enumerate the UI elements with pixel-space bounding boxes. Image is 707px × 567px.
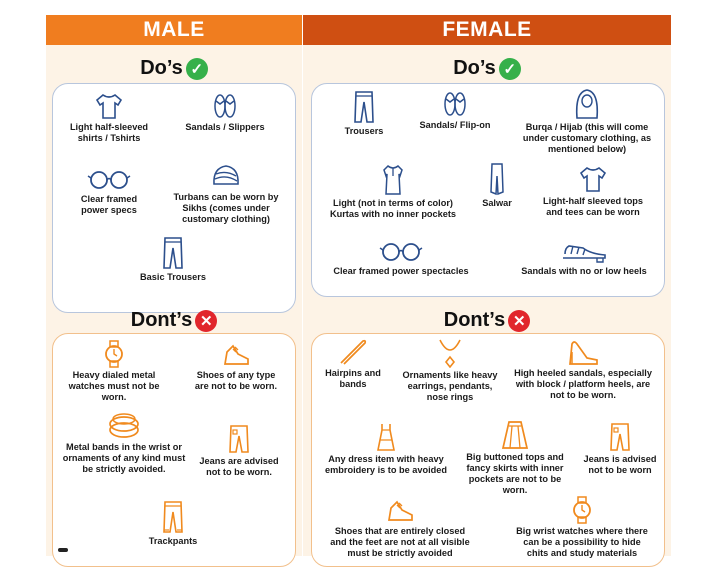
female-do-label: Clear framed power spectacles [333, 266, 469, 276]
male-do-item: Sandals / Slippers [183, 92, 267, 133]
female-column: FEMALE Do’s ✓ Trousers Sandals/ Flip-on … [303, 15, 671, 567]
male-dont-item: Shoes of any type are not to be worn. [191, 340, 281, 392]
female-dont-label: Ornaments like heavy earrings, pendants,… [402, 370, 498, 402]
trackpants-icon [163, 501, 183, 533]
kurta-icon [383, 164, 403, 195]
footer-mark [58, 548, 68, 552]
female-dont-label: Hairpins and bands [325, 368, 381, 389]
male-dont-label: Shoes of any type are not to be worn. [194, 370, 278, 391]
male-dont-label: Metal bands in the wrist or ornaments of… [62, 442, 186, 474]
jeans-icon [229, 425, 249, 453]
female-do-item: Trousers [332, 90, 396, 137]
female-dont-item: High heeled sandals, especially with blo… [512, 338, 654, 401]
male-do-item: Light half-sleeved shirts / Tshirts [67, 92, 151, 144]
hijab-icon [575, 89, 599, 119]
male-header: MALE [46, 15, 302, 45]
male-dont-item: Trackpants [135, 500, 211, 547]
trousers-icon [163, 237, 183, 269]
female-do-item: Sandals with no or low heels [516, 236, 652, 277]
female-donts-panel: Hairpins and bands Ornaments like heavy … [311, 333, 665, 567]
female-dos-heading: Do’s ✓ [303, 57, 671, 80]
male-do-label: Sandals / Slippers [185, 122, 265, 132]
sandals-icon [214, 94, 236, 118]
female-do-item: Sandals/ Flip-on [410, 90, 500, 131]
female-dont-label: Any dress item with heavy embroidery is … [324, 454, 448, 475]
female-do-label: Sandals/ Flip-on [419, 120, 491, 130]
male-dont-label: Jeans are advised not to be worn. [199, 456, 279, 477]
sandals-icon [444, 92, 466, 116]
cross-icon: ✕ [195, 309, 218, 332]
female-dos-title: Do’s [453, 57, 496, 79]
male-dont-item: Metal bands in the wrist or ornaments of… [61, 412, 187, 475]
metal-watch-icon [105, 340, 123, 368]
male-column: MALE Do’s ✓ Light half-sleeved shirts / … [46, 15, 302, 567]
male-do-item: Basic Trousers [123, 236, 223, 283]
male-do-label: Basic Trousers [140, 272, 206, 282]
female-dont-item: Any dress item with heavy embroidery is … [318, 422, 454, 476]
female-do-item: Clear framed power spectacles [326, 240, 476, 277]
male-do-item: Turbans can be worn by Sikhs (comes unde… [173, 162, 279, 225]
female-do-label: Sandals with no or low heels [521, 266, 647, 276]
dress-icon [377, 424, 395, 451]
male-do-label: Clear framed power specs [80, 194, 138, 215]
low-heel-sandals-icon [563, 245, 606, 263]
shoe-icon [387, 500, 413, 521]
male-donts-heading: Dont’s ✕ [46, 309, 302, 332]
turban-icon [213, 165, 239, 185]
male-do-label: Turbans can be worn by Sikhs (comes unde… [173, 192, 279, 224]
female-do-label: Trousers [344, 126, 384, 136]
female-dont-label: High heeled sandals, especially with blo… [514, 368, 652, 400]
female-do-item: Burqa / Hijab (this will come under cust… [518, 88, 656, 155]
male-dos-panel: Light half-sleeved shirts / Tshirts Sand… [52, 83, 296, 313]
glasses-icon [87, 171, 131, 189]
male-dont-item: Heavy dialed metal watches must not be w… [67, 340, 161, 403]
female-do-label: Light (not in terms of color) Kurtas wit… [329, 198, 457, 219]
female-dont-label: Shoes that are entirely closed and the f… [330, 526, 470, 558]
male-dos-title: Do’s [140, 57, 183, 79]
jeans-icon [610, 423, 630, 451]
male-donts-panel: Heavy dialed metal watches must not be w… [52, 333, 296, 567]
female-do-label: Salwar [482, 198, 512, 208]
female-dont-item: Shoes that are entirely closed and the f… [326, 496, 474, 559]
female-dont-item: Ornaments like heavy earrings, pendants,… [402, 338, 498, 403]
glasses-icon [379, 243, 423, 261]
male-do-label: Light half-sleeved shirts / Tshirts [69, 122, 149, 143]
check-icon: ✓ [498, 57, 521, 80]
female-dont-item: Hairpins and bands [322, 338, 384, 390]
male-donts-title: Dont’s [130, 309, 193, 331]
trousers-icon [354, 91, 374, 123]
female-dont-item: Big buttoned tops and fancy skirts with … [458, 420, 572, 496]
female-do-label: Burqa / Hijab (this will come under cust… [522, 122, 652, 154]
male-dont-label: Trackpants [148, 536, 198, 546]
salwar-icon [490, 163, 504, 196]
female-dont-label: Big wrist watches where there can be a p… [516, 526, 648, 558]
check-icon: ✓ [185, 57, 208, 80]
shoe-icon [223, 344, 249, 365]
female-dont-item: Big wrist watches where there can be a p… [512, 496, 652, 559]
female-header: FEMALE [303, 15, 671, 45]
metal-bands-icon [109, 413, 139, 438]
female-do-item: Light-half sleeved tops and tees can be … [538, 164, 648, 218]
female-dont-label: Big buttoned tops and fancy skirts with … [466, 452, 564, 495]
hairpin-icon [340, 339, 367, 365]
female-dont-item: Jeans is advised not to be worn [580, 422, 660, 476]
high-heel-icon [569, 341, 598, 365]
male-dont-label: Heavy dialed metal watches must not be w… [68, 370, 160, 402]
tshirt-icon [579, 167, 607, 192]
female-dos-panel: Trousers Sandals/ Flip-on Burqa / Hijab … [311, 83, 665, 297]
female-do-item: Salwar [472, 162, 522, 209]
female-donts-title: Dont’s [443, 309, 506, 331]
female-donts-heading: Dont’s ✕ [303, 309, 671, 332]
female-do-label: Light-half sleeved tops and tees can be … [542, 196, 644, 217]
female-do-item: Light (not in terms of color) Kurtas wit… [328, 164, 458, 220]
female-dont-label: Jeans is advised not to be worn [583, 454, 657, 475]
male-dos-heading: Do’s ✓ [46, 57, 302, 80]
wrist-watch-icon [573, 496, 591, 524]
skirt-icon [501, 421, 529, 449]
male-do-item: Clear framed power specs [67, 168, 151, 216]
male-dont-item: Jeans are advised not to be worn. [199, 424, 279, 478]
cross-icon: ✕ [508, 309, 531, 332]
necklace-icon [439, 339, 461, 368]
tshirt-icon [95, 94, 123, 119]
